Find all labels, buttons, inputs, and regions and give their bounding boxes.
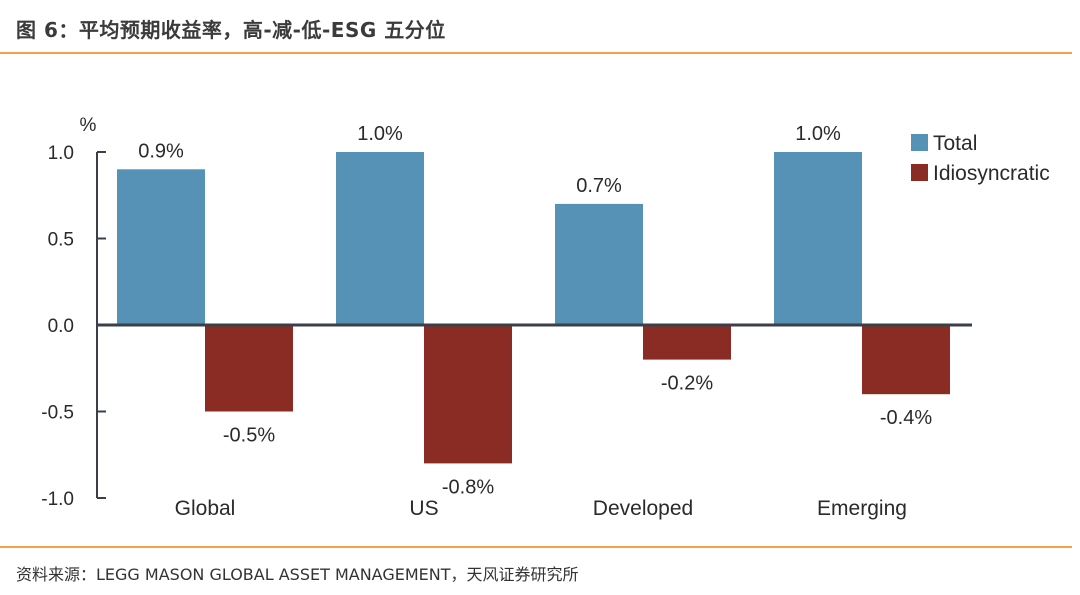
category-label: Emerging <box>817 497 907 520</box>
total-data-label: 1.0% <box>357 123 403 145</box>
legend-swatch-total <box>911 134 928 151</box>
y-axis-unit: % <box>80 115 97 136</box>
category-label: Developed <box>593 497 693 520</box>
idiosyncratic-data-label: -0.2% <box>661 373 713 395</box>
idiosyncratic-bar <box>862 325 950 395</box>
idiosyncratic-data-label: -0.5% <box>223 425 275 447</box>
y-tick-label: 0.5 <box>48 230 74 251</box>
legend-label-total: Total <box>933 132 977 155</box>
idiosyncratic-bar <box>643 325 731 360</box>
bottom-divider <box>0 546 1072 548</box>
category-label: US <box>409 497 438 520</box>
top-divider <box>0 52 1072 54</box>
y-tick-label: 1.0 <box>48 143 74 164</box>
idiosyncratic-data-label: -0.8% <box>442 476 494 498</box>
y-tick-label: -0.5 <box>41 403 74 424</box>
figure-title: 图 6：平均预期收益率，高-减-低-ESG 五分位 <box>16 18 446 42</box>
total-data-label: 0.7% <box>576 175 622 197</box>
legend-label-idiosyncratic: Idiosyncratic <box>933 162 1050 185</box>
total-data-label: 0.9% <box>138 140 184 162</box>
category-label: Global <box>175 497 236 520</box>
total-bar <box>117 169 205 325</box>
legend-swatch-idiosyncratic <box>911 164 928 181</box>
idiosyncratic-bar <box>424 325 512 464</box>
source-note: 资料来源：LEGG MASON GLOBAL ASSET MANAGEMENT，… <box>16 565 579 584</box>
y-tick-label: 0.0 <box>48 316 74 337</box>
total-bar <box>555 203 643 325</box>
idiosyncratic-data-label: -0.4% <box>880 407 932 429</box>
idiosyncratic-bar <box>205 325 293 412</box>
total-bar <box>336 152 424 325</box>
total-bar <box>774 152 862 325</box>
total-data-label: 1.0% <box>795 123 841 145</box>
y-tick-label: -1.0 <box>41 489 74 510</box>
